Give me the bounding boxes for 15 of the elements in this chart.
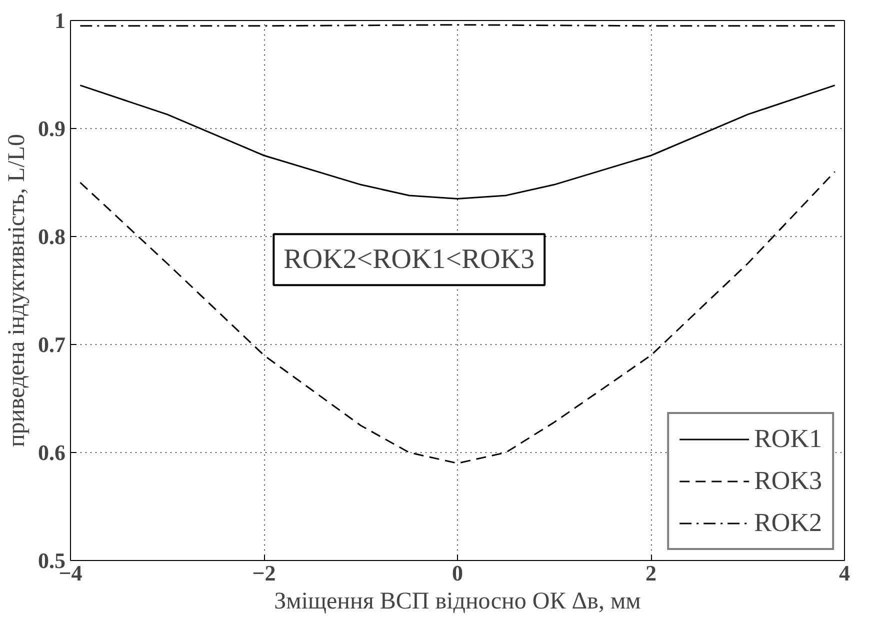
y-axis-title: приведена індуктивність, L/L0 <box>4 134 30 447</box>
legend-label: ROK2 <box>754 508 822 538</box>
x-tick-label: 0 <box>452 560 463 586</box>
x-tick-label: 4 <box>839 560 850 586</box>
legend-label: ROK3 <box>754 466 822 496</box>
y-tick-label: 0.8 <box>38 224 66 249</box>
x-tick-label: 2 <box>646 560 656 586</box>
y-tick-label: 0.6 <box>38 440 66 465</box>
x-tick-label: −2 <box>252 560 276 586</box>
y-tick-label: 0.7 <box>38 332 66 357</box>
y-tick-label: 0.9 <box>38 116 66 141</box>
y-tick-label: 1 <box>54 8 66 33</box>
annotation: ROK2<ROK1<ROK3 <box>284 244 535 276</box>
x-axis-title: Зміщення ВСП відносно ОК Δв, мм <box>274 588 641 614</box>
legend-label: ROK1 <box>754 424 822 454</box>
